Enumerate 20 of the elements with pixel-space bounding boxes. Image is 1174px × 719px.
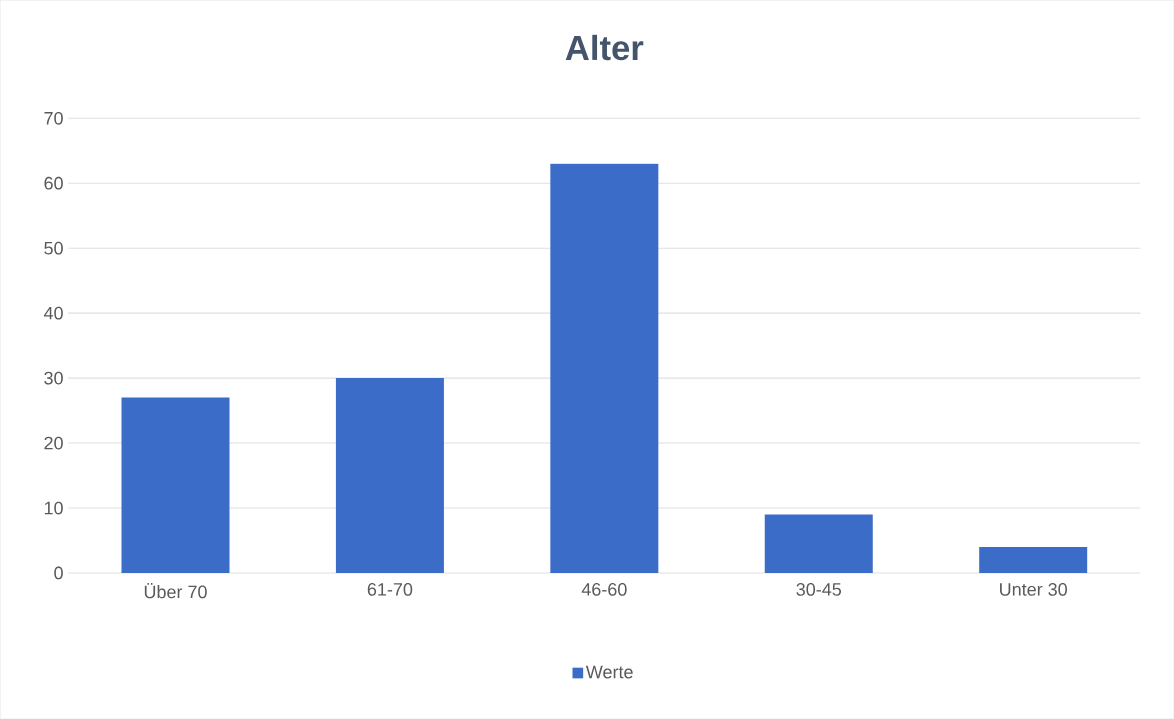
bar [764, 514, 873, 573]
y-tick-label: 30 [44, 371, 63, 385]
bar [979, 546, 1088, 573]
bar [550, 163, 659, 573]
y-tick-label: 40 [43, 306, 63, 320]
x-tick-label: Unter 30 [1000, 582, 1067, 596]
bar [335, 377, 444, 573]
y-tick-label: 60 [44, 176, 63, 190]
y-tick-label: 0 [54, 566, 63, 580]
x-tick-label: 46-60 [581, 582, 627, 596]
y-tick-label: 20 [44, 436, 63, 450]
x-tick-label: 61-70 [367, 582, 413, 596]
legend-label: Werte [585, 665, 633, 679]
x-tick-label: Über 70 [144, 582, 207, 599]
chart-title: Alter [565, 34, 644, 61]
y-tick-label: 70 [44, 111, 63, 125]
y-tick-label: 50 [44, 241, 63, 255]
bar [121, 397, 230, 573]
x-tick-label: 30-45 [796, 582, 842, 596]
y-tick-label: 10 [44, 501, 63, 515]
